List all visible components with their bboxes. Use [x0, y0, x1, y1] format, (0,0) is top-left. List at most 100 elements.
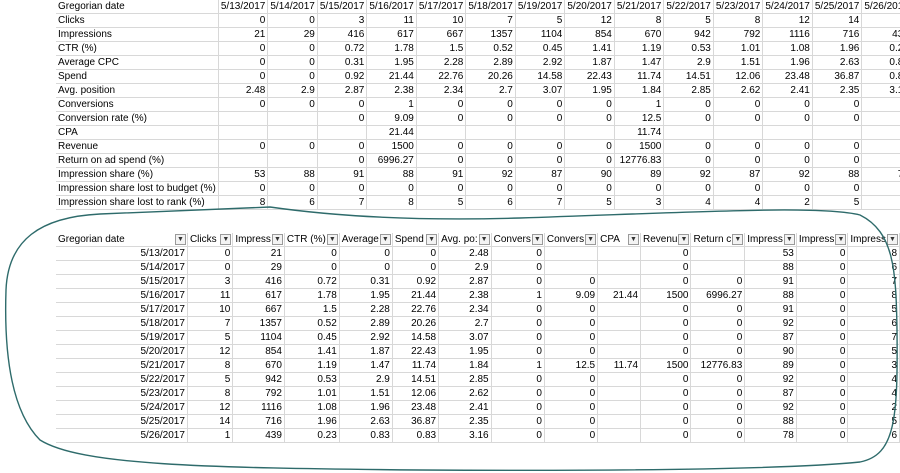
value-cell[interactable]: 0.72	[284, 274, 340, 290]
metric-value-cell[interactable]: 0	[564, 181, 615, 197]
metric-value-cell[interactable]	[218, 153, 269, 169]
metric-value-cell[interactable]: 0	[663, 139, 714, 155]
value-cell[interactable]: 12.5	[544, 358, 599, 374]
value-cell[interactable]: 6	[847, 316, 900, 332]
metric-value-cell[interactable]: 0	[812, 153, 863, 169]
value-cell[interactable]: 0	[640, 274, 692, 290]
metric-value-cell[interactable]: 1.95	[366, 55, 417, 71]
metric-value-cell[interactable]: 0	[762, 139, 813, 155]
metric-value-cell[interactable]	[267, 111, 318, 127]
metric-value-cell[interactable]: 0	[713, 139, 764, 155]
metric-value-cell[interactable]: 11.74	[614, 125, 665, 141]
metric-value-cell[interactable]: 10	[416, 13, 467, 29]
value-cell[interactable]: 0	[796, 302, 849, 318]
value-cell[interactable]: 439	[232, 428, 285, 444]
value-cell[interactable]: 0	[544, 330, 599, 346]
value-cell[interactable]: 1	[491, 288, 545, 304]
metric-value-cell[interactable]: 0	[564, 97, 615, 113]
metric-value-cell[interactable]: 0	[515, 111, 566, 127]
metric-value-cell[interactable]: 8	[713, 13, 764, 29]
value-cell[interactable]: 0	[640, 246, 692, 262]
metric-value-cell[interactable]: 0	[812, 111, 863, 127]
filter-dropdown-icon[interactable]: ▼	[628, 234, 640, 245]
value-cell[interactable]: 2.7	[438, 316, 492, 332]
metric-value-cell[interactable]: 1.96	[762, 55, 813, 71]
value-cell[interactable]: 1500	[640, 358, 692, 374]
metric-value-cell[interactable]: 0	[317, 139, 368, 155]
metric-value-cell[interactable]: 0	[416, 139, 467, 155]
value-cell[interactable]: 942	[232, 372, 285, 388]
metric-value-cell[interactable]: 2.38	[366, 83, 417, 99]
metric-value-cell[interactable]: 0	[366, 181, 417, 197]
value-cell[interactable]	[597, 372, 642, 388]
metric-value-cell[interactable]: 0	[317, 181, 368, 197]
metric-value-cell[interactable]: 21.44	[366, 69, 417, 85]
column-header[interactable]: Impress ▼	[744, 233, 797, 248]
column-header[interactable]: Return c ▼	[690, 233, 746, 248]
filter-dropdown-icon[interactable]: ▼	[271, 234, 283, 245]
metric-value-cell[interactable]: 1.51	[713, 55, 764, 71]
metric-value-cell[interactable]: 0	[713, 153, 764, 169]
metric-value-cell[interactable]: 87	[515, 167, 566, 183]
metric-value-cell[interactable]: 1500	[366, 139, 417, 155]
value-cell[interactable]: 0	[392, 260, 440, 276]
value-cell[interactable]: 2.87	[438, 274, 492, 290]
metric-value-cell[interactable]: 0	[267, 55, 318, 71]
metric-value-cell[interactable]: 14	[812, 13, 863, 29]
metric-value-cell[interactable]: 0	[465, 153, 516, 169]
metric-value-cell[interactable]: 0	[317, 97, 368, 113]
value-cell[interactable]: 12776.83	[690, 358, 746, 374]
value-cell[interactable]: 0	[491, 400, 545, 416]
value-cell[interactable]: 2.38	[438, 288, 492, 304]
metric-value-cell[interactable]: 0	[564, 153, 615, 169]
value-cell[interactable]: 0	[640, 372, 692, 388]
metric-value-cell[interactable]: 716	[812, 27, 863, 43]
value-cell[interactable]: 0	[690, 414, 746, 430]
value-cell[interactable]: 4	[847, 386, 900, 402]
metric-value-cell[interactable]: 0.23	[861, 41, 900, 57]
value-cell[interactable]: 5	[187, 372, 234, 388]
metric-value-cell[interactable]: 0	[515, 139, 566, 155]
value-cell[interactable]: 0.92	[392, 274, 440, 290]
column-header[interactable]: Impress ▼	[847, 233, 900, 248]
metric-value-cell[interactable]: 12776.83	[614, 153, 665, 169]
metric-value-cell[interactable]: 1.47	[614, 55, 665, 71]
metric-value-cell[interactable]: 1.19	[614, 41, 665, 57]
column-header[interactable]: Spend ▼	[392, 233, 440, 248]
value-cell[interactable]: 12.06	[392, 386, 440, 402]
metric-name-cell[interactable]: Clicks	[56, 13, 219, 29]
filter-dropdown-icon[interactable]: ▼	[783, 234, 795, 245]
value-cell[interactable]: 36.87	[392, 414, 440, 430]
value-cell[interactable]: 0	[640, 316, 692, 332]
filter-dropdown-icon[interactable]: ▼	[887, 234, 898, 245]
column-header-date[interactable]: 5/22/2017	[663, 0, 714, 15]
value-cell[interactable]	[690, 246, 746, 262]
value-cell[interactable]: 2.28	[339, 302, 393, 318]
metric-name-cell[interactable]: Avg. position	[56, 83, 219, 99]
value-cell[interactable]: 0	[640, 414, 692, 430]
metric-value-cell[interactable]: 36.87	[812, 69, 863, 85]
filter-dropdown-icon[interactable]: ▼	[426, 234, 438, 245]
value-cell[interactable]: 92	[744, 400, 797, 416]
value-cell[interactable]: 416	[232, 274, 285, 290]
metric-value-cell[interactable]: 439	[861, 27, 900, 43]
column-header-date[interactable]: 5/16/2017	[366, 0, 417, 15]
metric-value-cell[interactable]	[416, 125, 467, 141]
metric-value-cell[interactable]: 2.62	[713, 83, 764, 99]
metric-value-cell[interactable]: 1	[366, 97, 417, 113]
value-cell[interactable]: 22.76	[392, 302, 440, 318]
value-cell[interactable]: 0	[796, 386, 849, 402]
value-cell[interactable]: 9.09	[544, 288, 599, 304]
metric-value-cell[interactable]: 0	[267, 13, 318, 29]
metric-value-cell[interactable]: 1104	[515, 27, 566, 43]
metric-value-cell[interactable]: 0	[267, 69, 318, 85]
metric-value-cell[interactable]: 91	[317, 167, 368, 183]
value-cell[interactable]	[597, 274, 642, 290]
value-cell[interactable]: 11.74	[392, 358, 440, 374]
value-cell[interactable]: 0	[544, 428, 599, 444]
value-cell[interactable]: 2.89	[339, 316, 393, 332]
value-cell[interactable]: 0	[544, 400, 599, 416]
date-cell[interactable]: 5/26/2017	[56, 428, 188, 444]
metric-value-cell[interactable]: 0	[218, 55, 269, 71]
metric-value-cell[interactable]: 0	[218, 181, 269, 197]
